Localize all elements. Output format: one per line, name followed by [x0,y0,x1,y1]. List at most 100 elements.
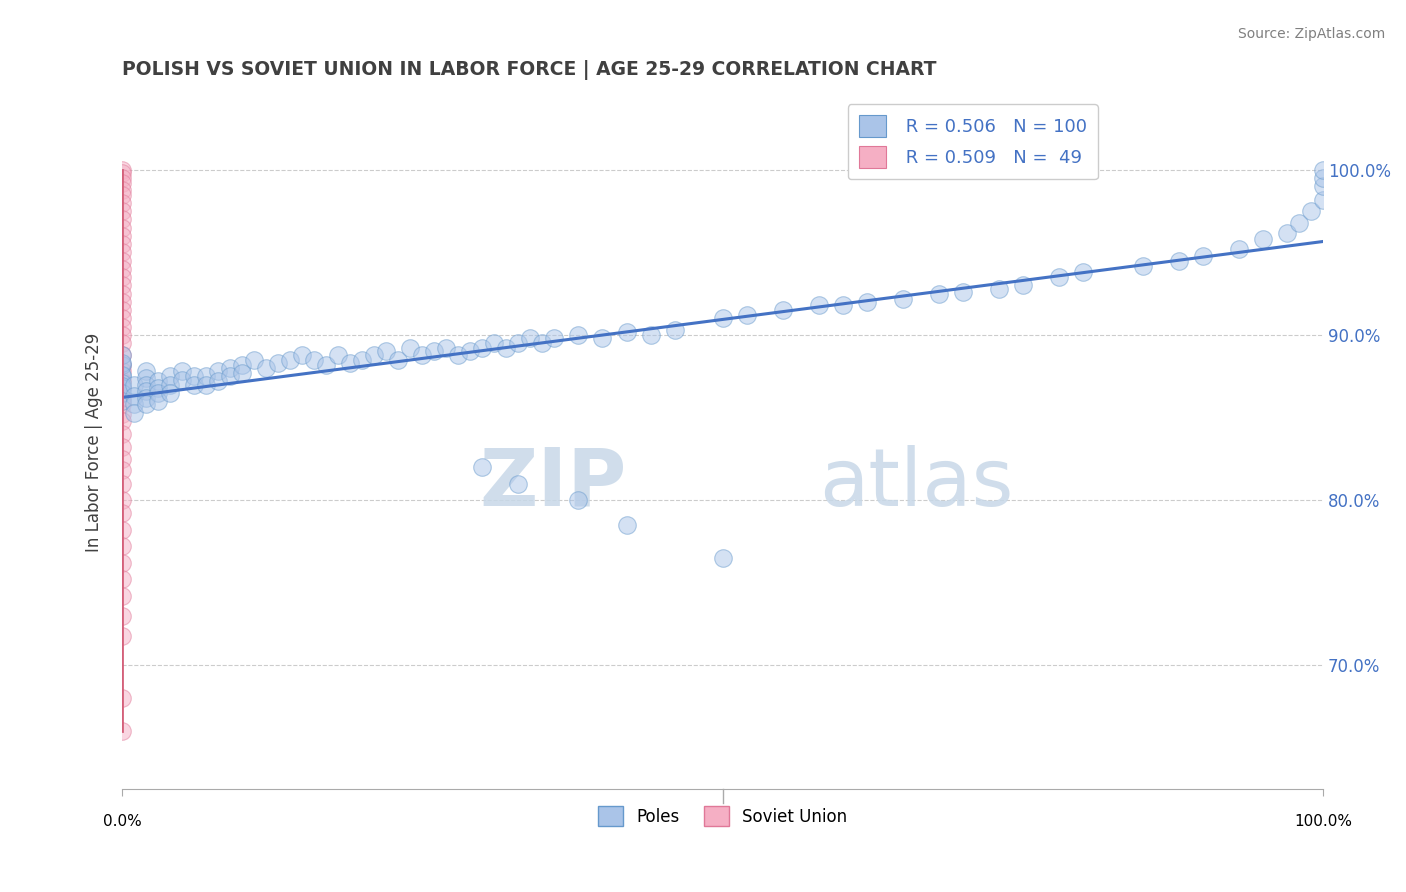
Point [111,311,134,326]
Point [640,328,662,343]
Point [664,323,686,337]
Legend: Poles, Soviet Union: Poles, Soviet Union [591,799,855,833]
Text: Source: ZipAtlas.com: Source: ZipAtlas.com [1237,27,1385,41]
Point [111,348,134,362]
Point [111,414,134,428]
Point [616,517,638,532]
Point [111,440,134,454]
Point [315,358,337,372]
Point [183,369,205,384]
Point [111,328,134,343]
Point [111,427,134,442]
Point [111,463,134,477]
Point [111,253,134,268]
Point [735,308,758,322]
Point [592,331,614,345]
Point [111,358,134,372]
Point [1071,265,1094,279]
Point [1312,171,1334,186]
Point [159,369,181,384]
Point [111,451,134,466]
Point [111,204,134,219]
Point [111,319,134,334]
Point [111,381,134,395]
Point [855,294,877,309]
Point [111,523,134,537]
Point [1312,179,1334,194]
Point [111,212,134,227]
Point [278,352,301,367]
Point [460,344,482,359]
Point [146,385,169,400]
Point [1168,253,1191,268]
Point [111,348,134,362]
Point [122,389,145,403]
Point [111,379,134,393]
Point [111,493,134,508]
Point [267,356,290,370]
Point [484,336,506,351]
Point [135,391,157,405]
Text: atlas: atlas [818,445,1014,523]
Point [352,352,374,367]
Point [195,369,218,384]
Point [111,261,134,276]
Point [543,331,565,345]
Point [111,278,134,293]
Point [531,336,554,351]
Point [339,356,361,370]
Point [111,476,134,491]
Point [387,352,409,367]
Point [807,298,830,312]
Point [111,166,134,180]
Point [111,358,134,372]
Point [1192,249,1215,263]
Text: 100.0%: 100.0% [1294,814,1353,829]
Point [928,286,950,301]
Point [111,629,134,643]
Point [111,183,134,197]
Point [1301,204,1323,219]
Point [159,377,181,392]
Point [111,356,134,370]
Point [111,376,134,390]
Point [231,366,253,380]
Point [1288,216,1310,230]
Point [291,348,314,362]
Point [195,377,218,392]
Point [111,369,134,384]
Point [411,348,433,362]
Point [111,556,134,570]
Point [135,371,157,385]
Point [219,369,242,384]
Point [111,237,134,252]
Point [111,245,134,260]
Point [1251,232,1274,246]
Point [508,476,530,491]
Point [111,187,134,202]
Point [1047,270,1070,285]
Point [495,341,517,355]
Point [135,377,157,392]
Point [363,348,385,362]
Point [111,381,134,395]
Point [111,385,134,400]
Point [111,374,134,388]
Point [111,608,134,623]
Point [243,352,266,367]
Point [231,358,253,372]
Point [111,294,134,309]
Point [135,397,157,411]
Point [111,573,134,587]
Point [1227,242,1250,256]
Point [183,377,205,392]
Point [1312,193,1334,207]
Point [111,364,134,378]
Point [135,384,157,398]
Point [111,270,134,285]
Point [952,285,974,299]
Point [508,336,530,351]
Text: POLISH VS SOVIET UNION IN LABOR FORCE | AGE 25-29 CORRELATION CHART: POLISH VS SOVIET UNION IN LABOR FORCE | … [122,60,936,79]
Point [447,348,470,362]
Point [567,493,589,508]
